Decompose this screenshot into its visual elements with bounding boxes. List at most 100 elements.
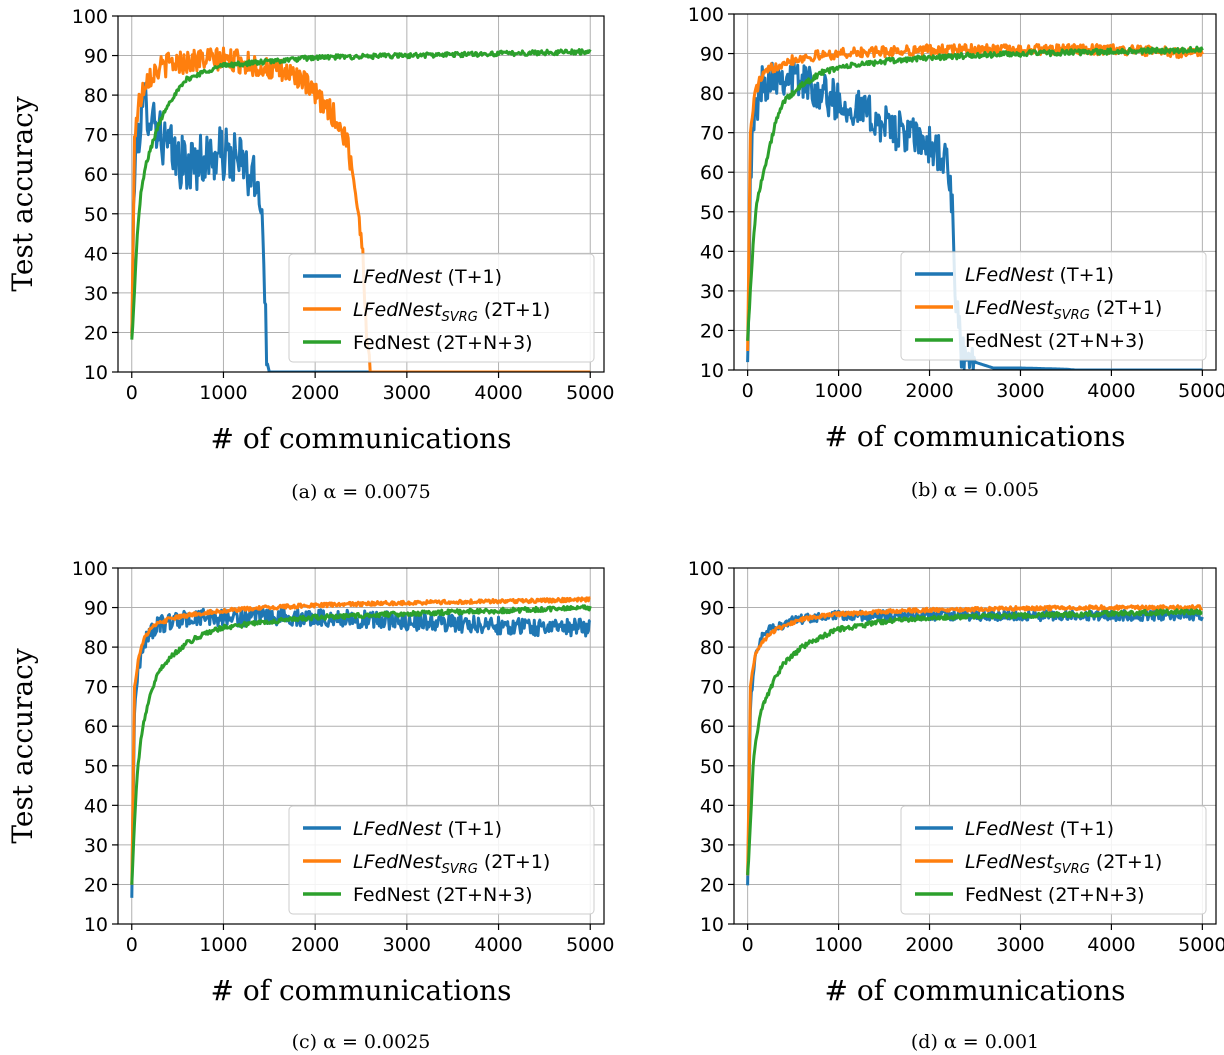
- chart-panel-2: 0 1000 2000 3000 4000 5000 10 20 30 40 50 60 70 80 90 1…: [6, 558, 614, 1053]
- y-tick-label: 50: [84, 204, 108, 226]
- x-tick-label: 3000: [996, 380, 1044, 402]
- series-line-2: [130, 604, 592, 885]
- x-tick-label: 0: [742, 380, 754, 402]
- legend-box: [288, 805, 595, 915]
- x-tick-label: 3000: [996, 934, 1044, 956]
- legend-entry-label: LFedNestSVRG (2T+1): [965, 851, 1162, 877]
- axes-frame: [117, 567, 605, 925]
- legend-entry-label: LFedNestSVRG (2T+1): [353, 299, 550, 325]
- x-tick-label: 4000: [1087, 380, 1135, 402]
- legend-entry-label: LFedNest (T+1): [965, 264, 1114, 286]
- x-tick-label: 4000: [1087, 934, 1135, 956]
- y-tick-label: 40: [84, 795, 108, 817]
- x-tick-label: 3000: [383, 382, 431, 404]
- y-tick-label: 50: [700, 756, 724, 778]
- y-tick-label: 70: [700, 677, 724, 699]
- y-tick-label: 100: [72, 6, 108, 28]
- y-tick-label: 100: [688, 558, 724, 580]
- y-tick-label: 80: [84, 637, 108, 659]
- series-line-1: [130, 596, 591, 885]
- legend-entry-label: FedNest (2T+N+3): [353, 332, 533, 354]
- y-tick-label: 50: [84, 756, 108, 778]
- x-tick-label: 5000: [566, 382, 614, 404]
- y-tick-label: 30: [700, 281, 724, 303]
- legend-entry-label: LFedNest (T+1): [965, 818, 1114, 840]
- y-axis-label: Test accuracy: [6, 96, 39, 291]
- y-tick-label: 100: [72, 558, 108, 580]
- chart-panel-0: 0 1000 2000 3000 4000 5000 10 20 30 40 50 60 70 80 90 1…: [6, 6, 614, 503]
- legend-entry-label: FedNest (2T+N+3): [965, 884, 1145, 906]
- legend-entry-label: FedNest (2T+N+3): [353, 884, 533, 906]
- y-tick-label: 80: [700, 83, 724, 105]
- x-tick-label: 0: [126, 934, 138, 956]
- series-line-0: [130, 81, 591, 372]
- axes-frame: [733, 567, 1217, 925]
- panel-caption: (d) α = 0.001: [911, 1031, 1039, 1053]
- panel-caption: (a) α = 0.0075: [291, 481, 431, 503]
- legend: LFedNest (T+1) LFedNestSVRG (2T+1) FedNest…: [288, 805, 595, 915]
- y-tick-label: 30: [700, 835, 724, 857]
- y-tick-label: 10: [700, 914, 724, 936]
- y-tick-label: 40: [84, 243, 108, 265]
- y-tick-label: 20: [84, 322, 108, 344]
- y-tick-label: 20: [700, 320, 724, 342]
- y-tick-label: 30: [84, 283, 108, 305]
- series-line-2: [746, 45, 1204, 341]
- y-tick-label: 80: [700, 637, 724, 659]
- x-tick-label: 1000: [814, 934, 862, 956]
- series-line-1: [130, 46, 591, 372]
- y-tick-label: 70: [700, 123, 724, 145]
- y-tick-label: 50: [700, 202, 724, 224]
- legend-entry-label: FedNest (2T+N+3): [965, 330, 1145, 352]
- y-axis-label: Test accuracy: [6, 648, 39, 843]
- x-axis-label: # of communications: [211, 422, 512, 455]
- y-tick-label: 60: [700, 716, 724, 738]
- x-tick-label: 0: [742, 934, 754, 956]
- axes-frame: [117, 15, 605, 373]
- x-axis-label: # of communications: [825, 974, 1126, 1007]
- x-tick-label: 3000: [383, 934, 431, 956]
- x-axis-label: # of communications: [825, 420, 1126, 453]
- x-tick-label: 4000: [474, 934, 522, 956]
- x-tick-label: 2000: [291, 382, 339, 404]
- chart-panel-3: 0 1000 2000 3000 4000 5000 10 20 30 40 50 60 70 80 90 1…: [688, 558, 1224, 1053]
- panel-caption: (c) α = 0.0025: [292, 1031, 431, 1053]
- y-tick-label: 80: [84, 85, 108, 107]
- y-tick-label: 60: [84, 716, 108, 738]
- chart-panel-1: 0 1000 2000 3000 4000 5000 10 20 30 40 50 60 70 80 90 1…: [688, 4, 1224, 501]
- x-tick-label: 5000: [566, 934, 614, 956]
- series-line-2: [130, 48, 592, 340]
- y-tick-label: 60: [700, 162, 724, 184]
- x-tick-label: 5000: [1178, 934, 1224, 956]
- x-tick-label: 5000: [1178, 380, 1224, 402]
- y-tick-label: 10: [700, 360, 724, 382]
- y-tick-label: 90: [84, 46, 108, 68]
- legend-entry-label: LFedNest (T+1): [353, 818, 502, 840]
- x-tick-label: 1000: [199, 934, 247, 956]
- y-tick-label: 100: [688, 4, 724, 26]
- y-tick-label: 70: [84, 677, 108, 699]
- legend: LFedNest (T+1) LFedNestSVRG (2T+1) FedNest…: [288, 253, 595, 363]
- y-tick-label: 20: [700, 874, 724, 896]
- y-tick-label: 10: [84, 362, 108, 384]
- x-tick-label: 1000: [199, 382, 247, 404]
- legend-box: [900, 805, 1207, 915]
- x-axis-label: # of communications: [211, 974, 512, 1007]
- y-tick-label: 90: [700, 44, 724, 66]
- legend-entry-label: LFedNestSVRG (2T+1): [965, 297, 1162, 323]
- x-tick-label: 2000: [291, 934, 339, 956]
- x-tick-label: 0: [126, 382, 138, 404]
- y-tick-label: 20: [84, 874, 108, 896]
- legend-entry-label: LFedNest (T+1): [353, 266, 502, 288]
- y-tick-label: 60: [84, 164, 108, 186]
- y-tick-label: 40: [700, 795, 724, 817]
- series-line-0: [746, 60, 1203, 370]
- legend: LFedNest (T+1) LFedNestSVRG (2T+1) FedNest…: [900, 805, 1207, 915]
- legend-entry-label: LFedNestSVRG (2T+1): [353, 851, 550, 877]
- series-line-1: [746, 604, 1204, 876]
- axes-frame: [733, 13, 1217, 371]
- x-tick-label: 4000: [474, 382, 522, 404]
- series-line-0: [130, 607, 592, 898]
- panel-caption: (b) α = 0.005: [911, 479, 1039, 501]
